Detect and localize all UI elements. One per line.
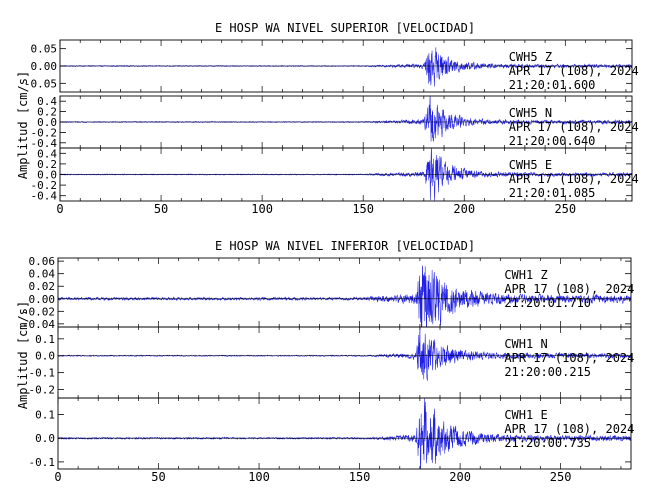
x-tick-label: 0 — [54, 470, 61, 484]
station-label: CWH1 Z — [504, 268, 547, 282]
station-label: CWH1 E — [504, 408, 547, 422]
x-tick-label: 100 — [251, 202, 273, 216]
lower-figure: E HOSP WA NIVEL INFERIOR [VELOCIDAD] Amp… — [16, 239, 634, 484]
time-label: 21:20:01.710 — [504, 296, 591, 310]
x-tick-label: 250 — [554, 202, 576, 216]
time-label: 21:20:00.215 — [504, 365, 591, 379]
x-tick-label: 200 — [453, 202, 475, 216]
y-tick-label: -0.2 — [29, 384, 56, 397]
time-label: 21:20:01.085 — [509, 186, 596, 200]
upper-figure: E HOSP WA NIVEL SUPERIOR [VELOCIDAD] Amp… — [16, 21, 639, 216]
time-label: 21:20:01.600 — [509, 78, 596, 92]
y-tick-label: 0.00 — [29, 293, 56, 306]
y-tick-label: -0.1 — [29, 367, 56, 380]
lower-figure-title: E HOSP WA NIVEL INFERIOR [VELOCIDAD] — [215, 239, 475, 253]
date-label: APR 17 (108), 2024 — [509, 64, 639, 78]
y-tick-label: -0.04 — [22, 318, 55, 331]
y-tick-label: 0.00 — [31, 60, 58, 73]
y-tick-label: 0.0 — [35, 350, 55, 363]
time-label: 21:20:00.640 — [509, 134, 596, 148]
y-tick-label: 0.0 — [35, 432, 55, 445]
x-tick-label: 0 — [56, 202, 63, 216]
y-tick-label: 0.04 — [29, 268, 56, 281]
waveform-trace — [58, 398, 631, 469]
date-label: APR 17 (108), 2024 — [504, 282, 634, 296]
date-label: APR 17 (108), 2024 — [504, 351, 634, 365]
panel-frame — [57, 397, 632, 470]
y-tick-label: 0.1 — [35, 333, 55, 346]
y-tick-label: 0.2 — [37, 106, 57, 119]
x-tick-label: 100 — [248, 470, 270, 484]
y-tick-label: 0.05 — [31, 43, 58, 56]
time-label: 21:20:00.735 — [504, 436, 591, 450]
lower-figure-ylabel: Amplitud [cm/s] — [16, 301, 30, 409]
x-tick-label: 200 — [449, 470, 471, 484]
station-label: CWH5 N — [509, 106, 552, 120]
x-tick-label: 150 — [352, 202, 374, 216]
upper-figure-ylabel: Amplitud [cm/s] — [16, 71, 30, 179]
y-tick-label: 0.0 — [37, 169, 57, 182]
y-tick-label: 0.06 — [29, 255, 56, 268]
upper-figure-title: E HOSP WA NIVEL SUPERIOR [VELOCIDAD] — [215, 21, 475, 35]
x-tick-label: 250 — [550, 470, 572, 484]
y-tick-label: -0.4 — [31, 137, 58, 150]
y-tick-label: -0.1 — [29, 456, 56, 469]
station-label: CWH5 E — [509, 158, 552, 172]
date-label: APR 17 (108), 2024 — [509, 120, 639, 134]
y-tick-label: 0.1 — [35, 409, 55, 422]
x-tick-label: 50 — [154, 202, 168, 216]
y-tick-label: -0.2 — [31, 126, 58, 139]
x-tick-label: 50 — [151, 470, 165, 484]
y-tick-label: -0.4 — [31, 190, 58, 203]
x-tick-label: 150 — [349, 470, 371, 484]
station-label: CWH1 N — [504, 337, 547, 351]
date-label: APR 17 (108), 2024 — [509, 172, 639, 186]
station-label: CWH5 Z — [509, 50, 552, 64]
y-tick-label: 0.4 — [37, 95, 57, 108]
y-tick-label: 0.0 — [37, 116, 57, 129]
y-tick-label: -0.05 — [24, 77, 57, 90]
y-tick-label: -0.2 — [31, 179, 58, 192]
y-tick-label: -0.02 — [22, 305, 55, 318]
y-tick-label: 0.02 — [29, 280, 56, 293]
y-tick-label: 0.4 — [37, 147, 57, 160]
y-tick-label: 0.2 — [37, 158, 57, 171]
waveform-trace — [58, 327, 631, 381]
date-label: APR 17 (108), 2024 — [504, 422, 634, 436]
